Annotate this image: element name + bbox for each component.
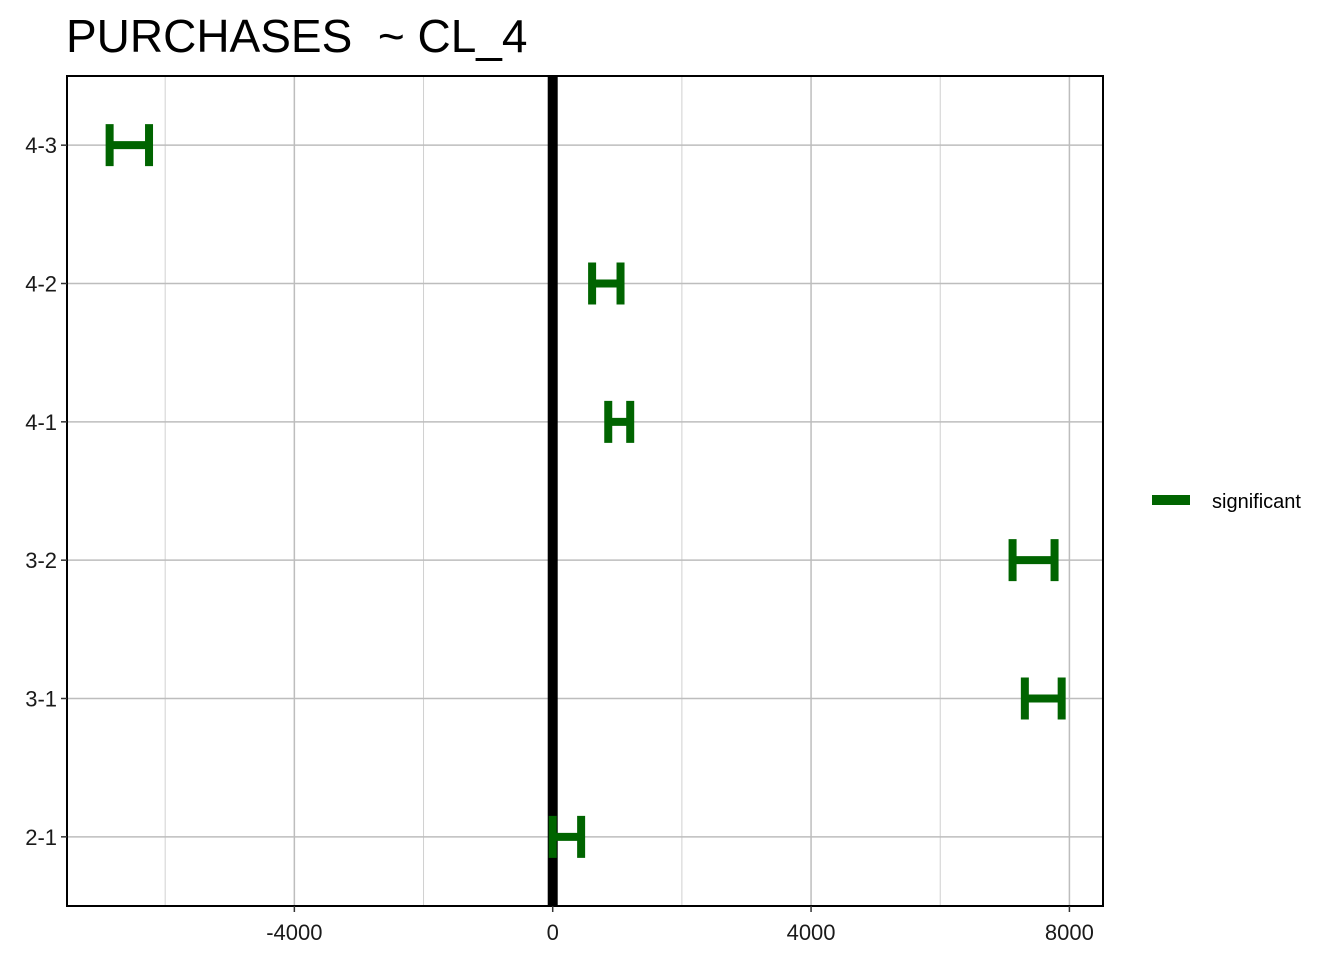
errorbar-3-2 <box>1008 539 1059 582</box>
x-tick-label: 4000 <box>787 920 836 945</box>
x-tick-label: 8000 <box>1045 920 1094 945</box>
minor-gridlines <box>164 76 941 906</box>
x-tick-label: -4000 <box>266 920 322 945</box>
errorbar-4-1 <box>604 400 635 443</box>
legend: significant <box>1152 491 1301 513</box>
errorbar-3-1 <box>1020 677 1066 720</box>
y-tick-label: 3-1 <box>25 687 57 712</box>
y-tick-label: 3-2 <box>25 548 57 573</box>
errorbar-4-3 <box>105 124 154 167</box>
errorbar-2-1 <box>548 815 586 858</box>
errorbar-4-2 <box>588 262 625 305</box>
y-axis: 2-1 3-1 3-2 4-1 4-2 4-3 <box>25 133 67 850</box>
y-tick-label: 4-2 <box>25 272 57 297</box>
major-gridlines <box>67 76 1103 906</box>
legend-label: significant <box>1212 491 1301 513</box>
y-tick-label: 4-3 <box>25 133 57 158</box>
y-tick-label: 4-1 <box>25 410 57 435</box>
y-tick-label: 2-1 <box>25 825 57 850</box>
plot-frame <box>66 75 1104 907</box>
x-tick-label: 0 <box>547 920 559 945</box>
x-axis: -4000 0 4000 8000 <box>266 906 1094 945</box>
interval-marks <box>105 124 1066 858</box>
chart-title: PURCHASES ~ CL_4 <box>66 10 528 62</box>
